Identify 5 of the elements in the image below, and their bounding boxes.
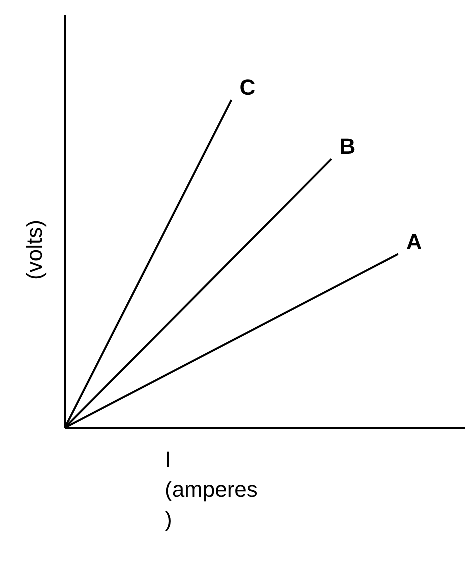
series-label: B — [340, 134, 356, 160]
y-axis-title: (volts) — [22, 220, 47, 280]
series-label: C — [240, 75, 256, 100]
series-label: A — [406, 229, 422, 254]
x-axis-title: I (amperes ) — [165, 447, 258, 532]
